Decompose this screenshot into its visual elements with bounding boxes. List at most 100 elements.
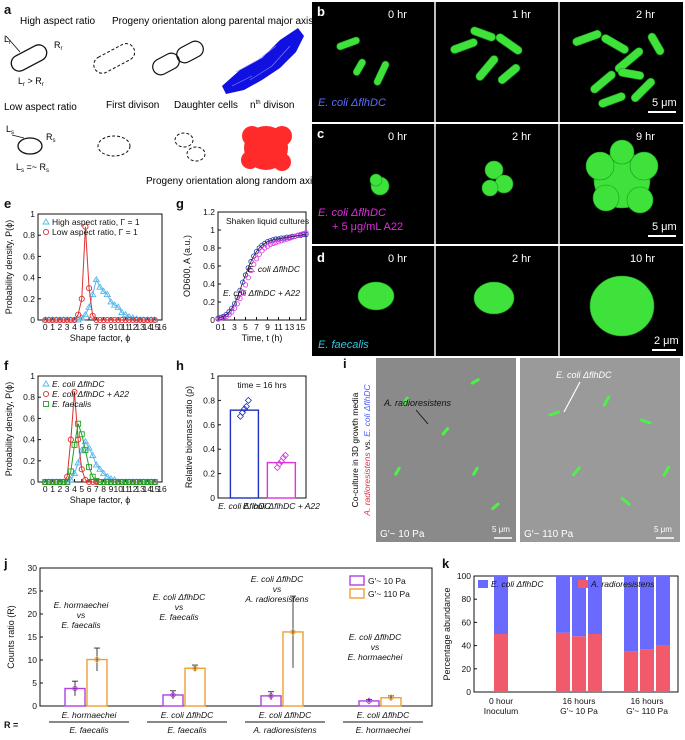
panel-c-time-2: 9 hr [636,131,655,143]
series-e-1-point [111,316,118,324]
series-e-0-point [88,290,97,298]
coccoid-cell-diagram: Ls Rs Ls =~ Rs [6,124,56,174]
y-tick-label: 25 [28,586,38,596]
daughter-cells-label: Daughter cells [174,100,238,111]
series-f-2-point [71,441,78,448]
legend-swatch [478,580,488,588]
series-f-2-point [111,479,118,485]
x-axis-label: Time, t (h) [242,333,283,343]
group-label-2: G′~ 110 Pa [626,706,668,716]
bar-j-point [267,692,275,700]
nth-division-label: nth divison [250,100,294,111]
panel-i-side-label-1: Co-culture in 3D growth media [350,392,360,507]
series-g-0-point [229,305,235,311]
group-label-2: Inoculum [484,706,519,716]
bar-h-0-point [240,405,248,413]
x-axis-label: Shape factor, ϕ [70,333,131,343]
series-e-1-point [49,316,56,324]
group-label-1: 16 hours [630,696,663,706]
series-e-1-point [104,316,111,324]
series-f-2-point [115,479,122,485]
series-e-1-point [53,316,60,324]
series-e-1-point [96,316,104,324]
series-e-0-point [96,283,104,290]
panel-label-i: i [343,356,347,371]
y-tick-label: 0.2 [203,297,215,307]
series-e-1-point [56,316,63,324]
series-f-2-point [45,479,52,485]
x-tick-label: 4 [72,484,77,494]
y-axis-label: OD600, A (a.u.) [182,235,192,297]
comparison-b: E. faecalis [159,612,199,622]
first-division-coccus [97,135,131,157]
legend-swatch [578,580,588,588]
series-e-0-line [45,278,155,321]
daughter-cells-rod [152,40,204,76]
x-tick-label: 3 [65,322,70,332]
series-g-1-point [237,295,243,301]
y-tick-label: 0.2 [203,469,215,479]
bar-j-point [93,655,101,664]
series-f-2-point [49,479,56,485]
Lr-label: Lr [4,34,11,46]
legend-label: Low aspect ratio, Γ = 1 [52,227,138,237]
bar-h-1-point [279,454,287,462]
series-e-1-point [133,316,140,324]
series-e-0-point [81,310,90,318]
series-f-0-point [81,437,90,445]
series-e-1-point [75,311,82,318]
bar-j-point [387,694,395,702]
bar-k-aradio [624,651,638,692]
chart-k: 0 20 40 60 80 100 Percentage abundance 0 hourIn… [442,571,679,716]
y-axis-label: Probability density, P(ϕ) [4,220,14,314]
y-tick-label: 1 [210,225,215,235]
panel-label-a: a [4,2,12,17]
y-tick-label: 0 [30,315,35,325]
panels-bcd-microscopy: b 0 hr 1 hr 2 hr E. coli ΔflhDC 5 μm [312,2,683,356]
comparison-vs: vs [175,602,184,612]
series-f-2-point [78,431,85,438]
series-e-1-point [144,316,151,324]
series-f-0-point [103,472,112,480]
panel-i-right-annotation: E. coli ΔflhDC [556,370,612,380]
chart-h-annotation: time = 16 hrs [237,380,286,390]
series-f-2-point [100,479,107,485]
panel-i-right-scale: 5 μm [654,525,672,534]
series-g-0-point [223,311,229,318]
series-e-0-point [99,287,108,294]
series-f-2-point [126,479,133,485]
legend-swatch [349,588,365,599]
x-tick-label: 5 [243,322,248,332]
panel-label-k: k [442,556,450,571]
x-tick-label: 10 [114,322,124,332]
series-e-1-line [45,226,155,321]
first-division-label: First divison [106,100,159,111]
series-g-1-point [234,301,240,307]
progeny-random-axis-label: Progeny orientation along random axis [146,176,317,187]
legend-label: E. coli ΔflhDC + A22 [52,389,129,399]
y-tick-label: 0.6 [23,251,35,261]
legend-label: E. coli ΔflhDC [491,579,544,589]
legend-label: A. radioresistens [590,579,655,589]
comparison-vs: vs [273,584,282,594]
panel-label-j: j [3,556,8,571]
bar-k-aradio [640,649,654,692]
x-tick-label: 5 [79,484,84,494]
series-e-0-point [118,308,126,316]
series-e-1-point [42,316,49,324]
x-tick-label: 1 [221,322,226,332]
x-tick-label: 0 [216,322,221,332]
y-tick-label: 20 [462,664,472,674]
group-label-1: 0 hour [489,696,513,706]
series-e-1-point [115,316,122,324]
x-tick-label: 16 [157,484,167,494]
series-g-0-point [253,249,260,255]
series-e-1-point [148,316,155,324]
series-g-0-point [234,294,240,301]
round-colony-red [241,126,292,171]
series-f-2-point [129,479,136,485]
panel-d-time-1: 2 hr [512,253,531,265]
series-f-1-point [86,478,93,486]
series-f-2-point [82,447,89,454]
